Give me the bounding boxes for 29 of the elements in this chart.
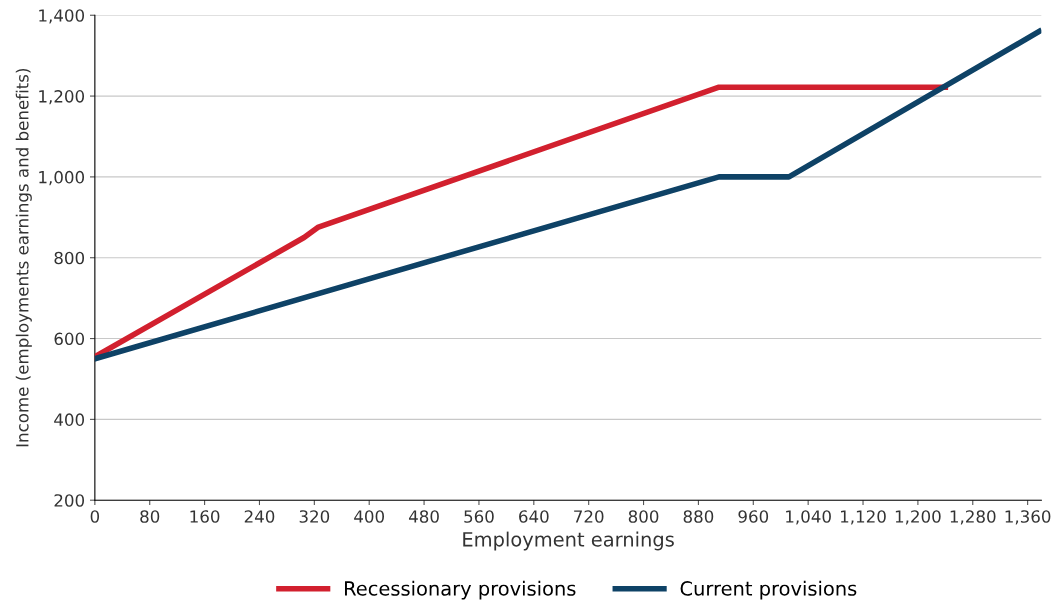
x-tick-label: 480 — [408, 510, 439, 523]
legend-label: Recessionary provisions — [345, 580, 576, 600]
x-tick-label: 1,200 — [895, 510, 941, 525]
y-tick-label: 200 — [54, 494, 85, 507]
x-tick-label: 1,360 — [1005, 510, 1051, 525]
y-tick-label: 1,200 — [39, 90, 85, 105]
x-tick-label: 80 — [140, 510, 160, 523]
legend-label: Current provisions — [680, 580, 857, 600]
y-tick-label: 800 — [54, 251, 85, 265]
y-tick-label: 1,400 — [39, 9, 85, 24]
x-axis-title: Employment earnings — [463, 531, 674, 551]
y-tick-label: 600 — [54, 332, 85, 346]
x-tick-label: 960 — [738, 510, 769, 523]
y-axis-title: Income (employments earnings and benefits) — [15, 69, 32, 447]
x-tick-label: 1,280 — [950, 510, 996, 525]
x-tick-label: 240 — [244, 510, 275, 523]
y-tick-label: 400 — [54, 413, 85, 426]
x-tick-label: 720 — [574, 510, 604, 523]
x-tick-label: 560 — [464, 510, 494, 523]
x-tick-label: 400 — [354, 510, 384, 523]
x-tick-label: 160 — [190, 510, 220, 523]
x-tick-label: 1,120 — [841, 510, 886, 525]
x-tick-label: 880 — [683, 510, 714, 523]
x-tick-label: 1,040 — [786, 510, 831, 525]
x-tick-label: 640 — [519, 510, 549, 523]
x-tick-label: 320 — [299, 510, 330, 523]
x-tick-label: 800 — [628, 510, 659, 523]
x-tick-label: 0 — [90, 510, 100, 523]
y-tick-label: 1,000 — [39, 170, 85, 186]
